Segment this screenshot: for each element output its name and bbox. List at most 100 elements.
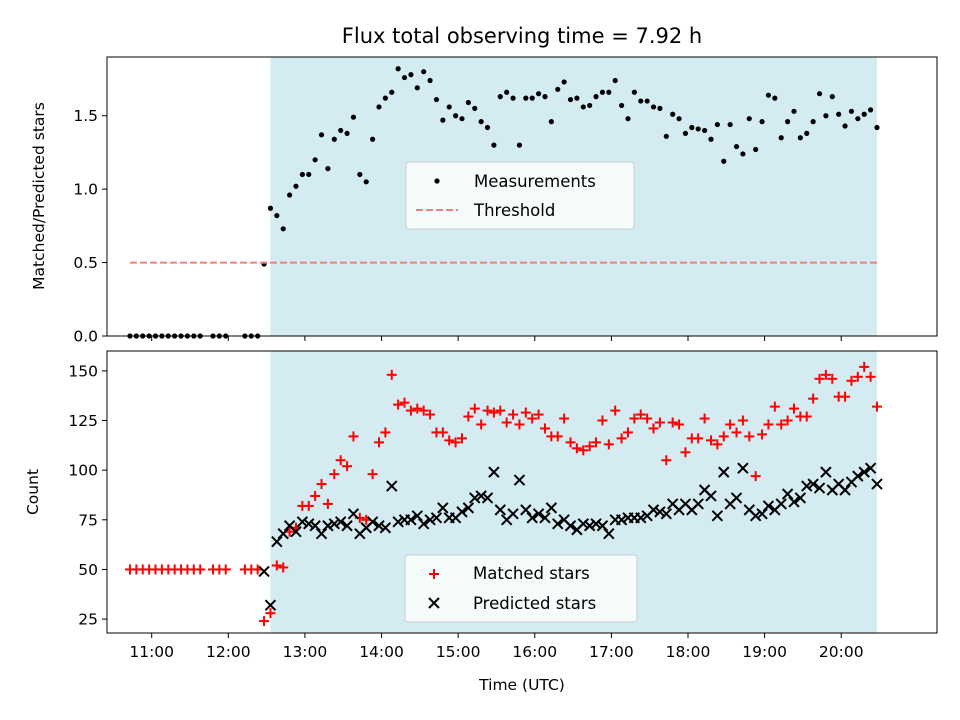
matched-star-point (801, 411, 812, 422)
measurement-point (523, 95, 529, 101)
matched-star-point (610, 405, 621, 416)
legend-predicted-label: Predicted stars (473, 594, 596, 613)
measurement-point (370, 136, 376, 142)
measurement-point (619, 102, 625, 109)
matched-star-point (476, 419, 487, 430)
matched-star-point (259, 616, 270, 627)
predicted-star-point (271, 535, 283, 548)
y-tick-label: 125 (68, 412, 98, 430)
predicted-star-point (794, 492, 807, 504)
ratio-panel-y-ticks: 0.0 0.5 1.0 1.5 (73, 107, 107, 346)
x-tick-label: 11:00 (129, 643, 174, 661)
matched-star-point (316, 479, 327, 490)
y-tick-label: 50 (78, 561, 98, 579)
measurement-point (433, 96, 440, 103)
ratio-panel-frame (106, 56, 938, 337)
predicted-star-point (526, 512, 538, 524)
predicted-star-point (762, 500, 775, 512)
predicted-star-point (366, 516, 379, 528)
predicted-star-point (781, 488, 794, 500)
predicted-star-point (386, 480, 398, 492)
matched-star-point (456, 433, 467, 444)
matched-star-point (763, 419, 774, 430)
matched-star-point (846, 375, 857, 386)
measurement-point (280, 226, 286, 232)
ratio-panel: 0.0 0.5 1.0 1.5 Matched/Predicted stars Mea… (30, 56, 938, 346)
matched-star-point (737, 415, 748, 426)
matched-star-point (303, 500, 314, 511)
count-panel-x-ticks: 11:00 12:00 13:00 14:00 15:00 16:00 17:00 18:00… (129, 633, 864, 661)
count-panel-marks (124, 361, 883, 627)
matched-star-point (425, 409, 436, 420)
x-tick-label: 12:00 (206, 643, 251, 661)
matched-star-point (552, 431, 563, 442)
predicted-star-point (577, 518, 589, 530)
measurement-point (401, 74, 408, 81)
predicted-star-point (417, 518, 430, 530)
matched-star-point (814, 373, 825, 384)
measurement-point (382, 95, 388, 101)
measurement-point (427, 77, 433, 84)
predicted-star-point (711, 510, 724, 522)
ratio-panel-legend: Measurements Threshold (405, 161, 635, 230)
predicted-star-point (839, 484, 851, 496)
ratio-panel-marks (127, 66, 880, 339)
x-tick-label: 18:00 (666, 643, 711, 661)
x-tick-label: 15:00 (436, 643, 481, 661)
matched-star-point (571, 443, 582, 454)
matched-star-point (342, 461, 353, 472)
measurement-point (274, 212, 280, 219)
x-axis-label: Time (UTC) (478, 676, 565, 694)
measurement-point (338, 127, 344, 134)
matched-star-point (220, 564, 231, 575)
matched-star-point (469, 403, 480, 414)
matched-star-point (195, 564, 206, 575)
x-tick-label: 14:00 (359, 643, 404, 661)
count-panel-frame (106, 350, 938, 634)
predicted-star-point (647, 504, 660, 516)
matched-star-point (412, 403, 423, 414)
measurement-point (542, 94, 548, 100)
predicted-star-point (347, 508, 360, 520)
measurement-point (344, 130, 350, 136)
count-legend-box (404, 554, 638, 623)
predicted-star-point (590, 518, 602, 530)
matched-star-point (380, 427, 391, 438)
measurement-point (267, 205, 274, 211)
measurement-point (376, 104, 382, 110)
ratio-panel-y-label: Matched/Predicted stars (30, 102, 48, 290)
measurement-point (708, 136, 714, 142)
predicted-star-point (424, 514, 436, 526)
measurement-point (746, 116, 752, 122)
predicted-star-point (539, 512, 551, 524)
matched-star-point (278, 562, 289, 573)
ratio-legend-box (405, 161, 635, 230)
matched-star-point (654, 417, 665, 428)
predicted-star-point (507, 508, 519, 520)
predicted-star-point (820, 466, 832, 478)
predicted-star-point (564, 520, 577, 532)
predicted-star-point (379, 522, 392, 534)
measurement-point (587, 102, 593, 109)
measurement-point (287, 192, 293, 198)
predicted-star-point (660, 508, 672, 520)
measurement-point (855, 116, 861, 122)
measurement-point (574, 95, 580, 101)
predicted-star-point (692, 498, 704, 510)
matched-star-point (693, 433, 704, 444)
matched-star-point (482, 405, 493, 416)
y-tick-label: 0.0 (73, 328, 98, 346)
predicted-star-point (858, 466, 870, 478)
matched-star-point (393, 399, 404, 410)
predicted-star-point (296, 516, 309, 528)
matched-star-point (840, 391, 851, 402)
matched-star-point (852, 371, 863, 382)
measurement-point (765, 92, 772, 98)
predicted-star-point (852, 470, 864, 482)
measurement-point (536, 91, 542, 97)
predicted-star-point (488, 466, 500, 478)
legend-predicted-marker (428, 597, 440, 609)
matched-star-point (827, 373, 838, 384)
matched-star-point (712, 439, 723, 450)
predicted-star-point (718, 466, 730, 478)
